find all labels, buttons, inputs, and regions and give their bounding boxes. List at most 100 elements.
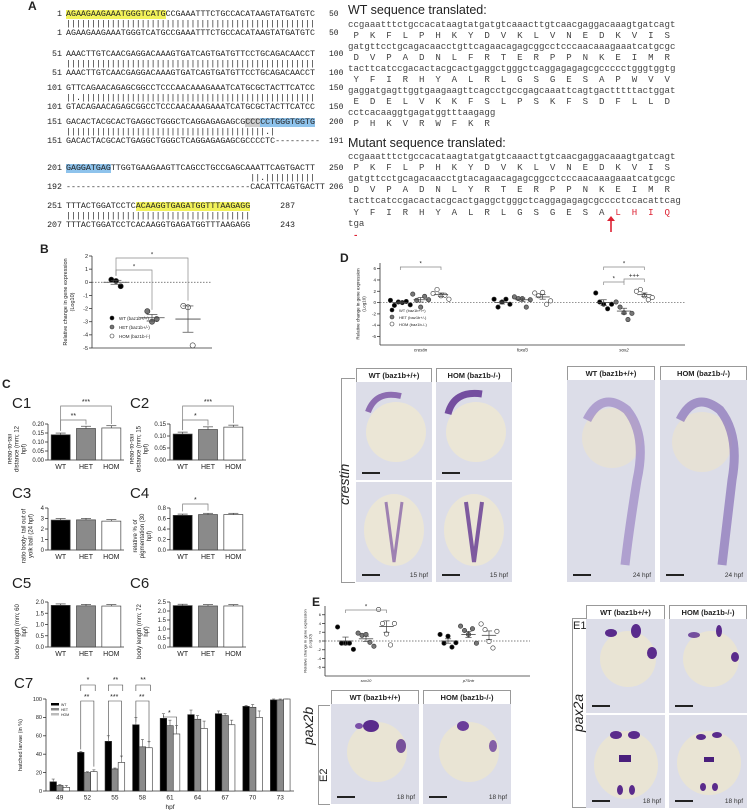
y-tick-label: -1: [83, 293, 88, 299]
alignment-row: 51 AAACTTGTCAACGAGGACAAAGTGATCAGTGATGTTCC…: [40, 69, 315, 79]
x-tick-label: 67: [221, 795, 229, 802]
y-axis-label: body length (mm; 72 hpf): [136, 604, 150, 659]
sequence-text: ||.|||||||||||||||||||||||||||||||||||||…: [66, 93, 315, 103]
stage-label: 24 hpf: [724, 572, 743, 579]
data-point: [523, 304, 529, 310]
bar: [249, 706, 257, 792]
bar: [223, 605, 244, 648]
data-point: [434, 287, 440, 293]
significance-label: *: [87, 677, 90, 684]
bar: [76, 605, 96, 648]
y-axis-label-box: Relative change in gene expression (Log1…: [302, 609, 312, 672]
alignment-row: 207 TTTACTGGATCCTCACAAGGTGAGATGGTTTAAGAGG…: [40, 221, 295, 231]
bar: [172, 433, 193, 461]
embryo-image-hom-crestin-lateral: [436, 382, 512, 480]
hom-header-e1: HOM (baz1b-/-): [669, 605, 747, 620]
bar: [198, 429, 218, 461]
data-point: [407, 302, 413, 308]
legend-label: HET (baz1b+/-): [119, 325, 150, 330]
data-point: [649, 294, 655, 300]
panel-label-c2: C2: [130, 395, 150, 412]
x-tick-label: HET: [79, 554, 94, 561]
bar: [166, 725, 174, 792]
bar: [76, 428, 96, 461]
y-tick-label: 0.20: [32, 422, 44, 428]
y-axis-label-box: head-to-tail distance (mm; 15 hpf): [130, 426, 150, 472]
alignment-row: 201 GAGGATGAGTTGGTGAAGAAGTTCAGCCTGCCGAGCA…: [40, 164, 315, 174]
sequence-text: GACACTACGCACTGAGGCTGGGCTCAGGAGAGAGCGCCCC…: [66, 137, 320, 146]
data-point: [367, 639, 373, 645]
legend-swatch: [51, 713, 59, 716]
chart-c1: 0.00 0.05 0.10 0.15 0.20 head-to-tail distanc…: [8, 399, 124, 472]
y-tick-label: -6: [317, 665, 321, 670]
stage-label: 18 hpf: [724, 798, 743, 805]
y-axis-label-box: hatched larvae (in %): [18, 719, 24, 771]
y-tick-label: 1: [41, 538, 45, 544]
data-point: [422, 293, 428, 299]
legend-label: WT (baz1b+/+): [119, 316, 149, 321]
amino-acid-line: E D E L V K K F S L P S K F S D F L L D: [348, 96, 670, 107]
position-number: 1: [57, 29, 62, 38]
chart-c3: 0 1 2 3 4 ratio body- tail out of yolk ball (…: [21, 506, 124, 563]
significance-label: *: [151, 253, 154, 259]
sequence-text: -------------------------------------CAC…: [66, 183, 325, 192]
x-tick-label: 70: [249, 795, 257, 802]
data-point: [629, 310, 635, 316]
data-point: [387, 642, 393, 648]
bar: [132, 724, 140, 792]
legend-label: HET: [61, 708, 69, 712]
data-point: [387, 297, 393, 303]
x-tick-label: WT: [177, 464, 189, 471]
y-axis-label-box: head-to-tail distance (mm; 12 hpf): [8, 426, 28, 472]
y-tick-label: 2.0: [36, 600, 45, 606]
x-tick-label: foxd3: [517, 348, 529, 353]
chart-c2: 0.00 0.05 0.10 0.15 head-to-tail distance (m…: [130, 399, 246, 472]
legend-marker: [389, 321, 395, 327]
chart-c6: 0.0 0.5 1.0 1.5 2.0 2.5 body length (mm; 72 hp…: [136, 600, 246, 659]
significance-bracket: [80, 700, 95, 767]
end-number: 100: [329, 50, 344, 59]
stage-label: 18 hpf: [396, 794, 415, 801]
y-tick-label: 0.15: [154, 422, 166, 428]
panel-label-c5: C5: [12, 575, 32, 592]
y-axis-label-box: body length (mm; 60 hpf): [14, 604, 27, 659]
stage-label: 24 hpf: [632, 572, 651, 579]
y-tick-label: 1.0: [36, 623, 45, 629]
x-tick-label: 64: [194, 795, 202, 802]
embryo-image-hom-pax2b: 18 hpf: [423, 704, 511, 804]
panel-label-b: B: [40, 242, 49, 256]
end-number: 206: [329, 183, 344, 192]
significance-label: +++: [629, 274, 640, 280]
stop-mark: -: [353, 230, 359, 241]
embryo-image-wt-crestin-lateral: [356, 382, 432, 480]
panel-label-c4: C4: [130, 485, 150, 502]
y-tick-label: 6: [319, 612, 322, 617]
panel-label-c: C: [2, 377, 11, 391]
data-point: [144, 308, 151, 315]
legend-label: WT (baz1b+/+): [399, 308, 426, 313]
significance-label: *: [419, 262, 422, 268]
end-number: 150: [329, 103, 344, 112]
bar: [62, 787, 70, 792]
alignment-row: |||||||||||||||||||||||||||||||||||||: [40, 212, 250, 222]
x-tick-label: WT: [55, 651, 67, 658]
sequence-text: |||||||||||||||||||||||||||||||||||||: [66, 211, 251, 221]
y-tick-label: 0.4: [158, 527, 167, 533]
highlighted-sequence: CCTGGGTGGTG: [260, 118, 315, 127]
embryo-image-wt-crestin-24hpf: 24 hpf: [567, 380, 655, 582]
nucleotide-line: tacttcatccgacactacgcactgaggctgggctcaggag…: [348, 63, 676, 74]
data-point: [437, 631, 443, 637]
data-point: [637, 287, 643, 293]
data-point: [359, 632, 365, 638]
bar: [200, 728, 208, 792]
alignment-row: 101 GTTCAGAACAGAGCGGCCTCCCAACAAAGAAATCATG…: [40, 84, 315, 94]
bar: [101, 520, 122, 551]
legend-marker: [109, 324, 115, 330]
significance-bracket: [345, 609, 387, 613]
x-tick-label: p75ntr: [462, 678, 475, 683]
legend-marker: [389, 307, 395, 313]
e1-label-box: [572, 618, 586, 808]
wt-header-e2: WT (baz1b+/+): [331, 690, 419, 705]
bar: [214, 713, 223, 792]
x-tick-label: 58: [139, 795, 147, 802]
